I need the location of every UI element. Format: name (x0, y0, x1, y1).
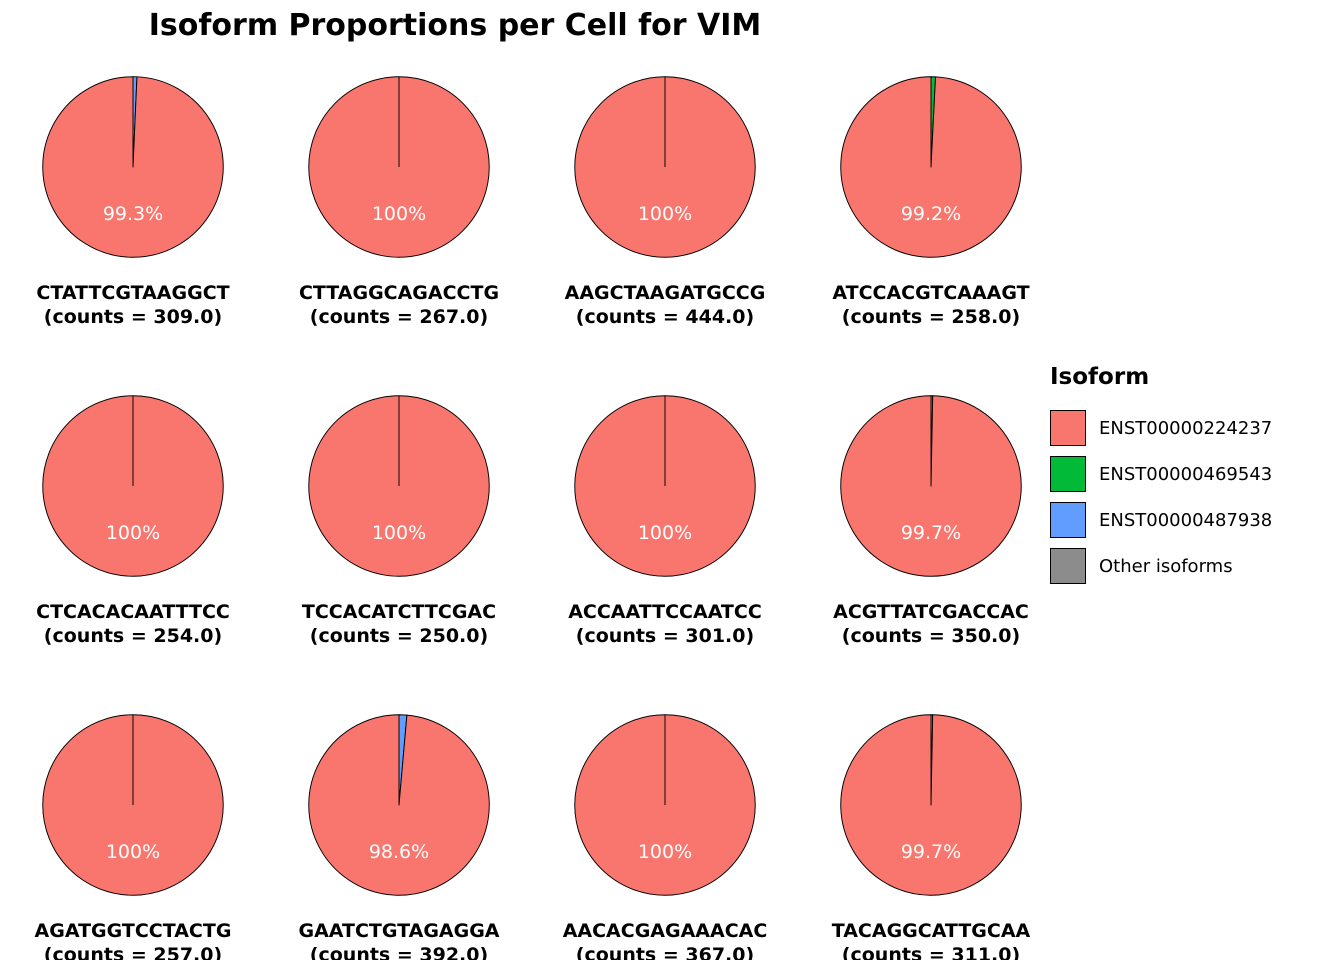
legend-swatch (1050, 410, 1086, 446)
legend-item-label: ENST00000487938 (1099, 509, 1273, 531)
pie-chart: 99.7% (836, 391, 1026, 581)
pie-chart: 98.6% (304, 710, 494, 900)
cell-counts-label: (counts = 258.0) (841, 305, 1021, 328)
pie-svg: 99.2% (840, 76, 1022, 258)
pie-svg: 100% (42, 395, 224, 577)
pie-chart: 100% (570, 710, 760, 900)
cell-counts-label: (counts = 301.0) (575, 624, 755, 647)
pie-percent-label: 100% (638, 522, 692, 544)
chart-title: Isoform Proportions per Cell for VIM (148, 8, 762, 43)
cell-barcode-label: ACGTTATCGACCAC (833, 601, 1029, 623)
cell-counts-label: (counts = 350.0) (841, 624, 1021, 647)
pie-cell: 99.2% ATCCACGTCAAAGT (counts = 258.0) (798, 60, 1064, 379)
cell-counts-label: (counts = 257.0) (43, 943, 223, 960)
legend-items: ENST00000224237 ENST00000469543 ENST0000… (1050, 410, 1340, 584)
pie-cell: 100% CTTAGGCAGACCTG (counts = 267.0) (266, 60, 532, 379)
pie-cell: 100% AACACGAGAAACAC (counts = 367.0) (532, 698, 798, 960)
pie-svg: 100% (574, 714, 756, 896)
pie-percent-label: 100% (638, 841, 692, 863)
pie-slice (840, 76, 1022, 258)
cell-counts-label: (counts = 367.0) (575, 943, 755, 960)
legend-item-label: ENST00000469543 (1099, 463, 1273, 485)
legend-swatch (1050, 502, 1086, 538)
cell-barcode-label: ACCAATTCCAATCC (568, 601, 762, 623)
pie-percent-label: 100% (106, 522, 160, 544)
pie-percent-label: 99.7% (901, 522, 961, 544)
pie-percent-label: 100% (106, 841, 160, 863)
pie-svg: 99.7% (840, 714, 1022, 896)
pie-slice (840, 714, 1022, 896)
pie-chart: 100% (570, 72, 760, 262)
cell-counts-label: (counts = 267.0) (309, 305, 489, 328)
pie-slice (840, 395, 1022, 577)
cell-barcode-label: AGATGGTCCTACTG (34, 920, 232, 942)
cell-barcode-label: CTCACACAATTTCC (36, 601, 230, 623)
pie-svg: 100% (42, 714, 224, 896)
pie-chart: 100% (304, 391, 494, 581)
pie-slice (308, 714, 490, 896)
cell-counts-label: (counts = 392.0) (309, 943, 489, 960)
pie-chart: 99.7% (836, 710, 1026, 900)
legend-item-label: Other isoforms (1099, 555, 1233, 577)
cell-counts-label: (counts = 444.0) (575, 305, 755, 328)
pie-svg: 100% (574, 76, 756, 258)
cell-barcode-label: ATCCACGTCAAAGT (832, 282, 1030, 304)
legend-swatch (1050, 548, 1086, 584)
legend-item: ENST00000224237 (1050, 410, 1340, 446)
legend-item-label: ENST00000224237 (1099, 417, 1273, 439)
legend-item: Other isoforms (1050, 548, 1340, 584)
pie-percent-label: 98.6% (369, 841, 429, 863)
pie-cell: 100% ACCAATTCCAATCC (counts = 301.0) (532, 379, 798, 698)
pie-svg: 100% (574, 395, 756, 577)
pie-cell: 98.6% GAATCTGTAGAGGA (counts = 392.0) (266, 698, 532, 960)
pie-cell: 99.3% CTATTCGTAAGGCT (counts = 309.0) (0, 60, 266, 379)
legend-item: ENST00000469543 (1050, 456, 1340, 492)
cell-barcode-label: GAATCTGTAGAGGA (298, 920, 500, 942)
pie-chart: 100% (38, 391, 228, 581)
pie-cell: 99.7% ACGTTATCGACCAC (counts = 350.0) (798, 379, 1064, 698)
pie-chart: 100% (304, 72, 494, 262)
pie-percent-label: 99.3% (103, 203, 163, 225)
pie-percent-label: 99.2% (901, 203, 961, 225)
pie-svg: 100% (308, 395, 490, 577)
pie-percent-label: 100% (372, 203, 426, 225)
pie-svg: 99.7% (840, 395, 1022, 577)
legend: Isoform ENST00000224237 ENST00000469543 … (1050, 364, 1340, 594)
pie-cell: 100% CTCACACAATTTCC (counts = 254.0) (0, 379, 266, 698)
pie-cell: 100% AGATGGTCCTACTG (counts = 257.0) (0, 698, 266, 960)
cell-barcode-label: TCCACATCTTCGAC (301, 601, 497, 623)
cell-counts-label: (counts = 311.0) (841, 943, 1021, 960)
pie-svg: 98.6% (308, 714, 490, 896)
legend-swatch (1050, 456, 1086, 492)
legend-item: ENST00000487938 (1050, 502, 1340, 538)
pie-chart: 99.3% (38, 72, 228, 262)
pie-percent-label: 100% (372, 522, 426, 544)
pie-chart: 100% (570, 391, 760, 581)
cell-barcode-label: CTTAGGCAGACCTG (298, 282, 500, 304)
cell-counts-label: (counts = 254.0) (43, 624, 223, 647)
pie-cell: 99.7% TACAGGCATTGCAA (counts = 311.0) (798, 698, 1064, 960)
cell-barcode-label: TACAGGCATTGCAA (831, 920, 1031, 942)
pie-svg: 100% (308, 76, 490, 258)
pie-grid: 99.3% CTATTCGTAAGGCT (counts = 309.0) 10… (0, 60, 1064, 960)
cell-counts-label: (counts = 309.0) (43, 305, 223, 328)
pie-svg: 99.3% (42, 76, 224, 258)
pie-cell: 100% TCCACATCTTCGAC (counts = 250.0) (266, 379, 532, 698)
pie-chart: 99.2% (836, 72, 1026, 262)
pie-slice (42, 76, 224, 258)
cell-counts-label: (counts = 250.0) (309, 624, 489, 647)
legend-title: Isoform (1050, 364, 1150, 390)
cell-barcode-label: CTATTCGTAAGGCT (36, 282, 230, 304)
cell-barcode-label: AACACGAGAAACAC (562, 920, 768, 942)
pie-chart: 100% (38, 710, 228, 900)
pie-percent-label: 99.7% (901, 841, 961, 863)
cell-barcode-label: AAGCTAAGATGCCG (564, 282, 766, 304)
pie-percent-label: 100% (638, 203, 692, 225)
pie-cell: 100% AAGCTAAGATGCCG (counts = 444.0) (532, 60, 798, 379)
